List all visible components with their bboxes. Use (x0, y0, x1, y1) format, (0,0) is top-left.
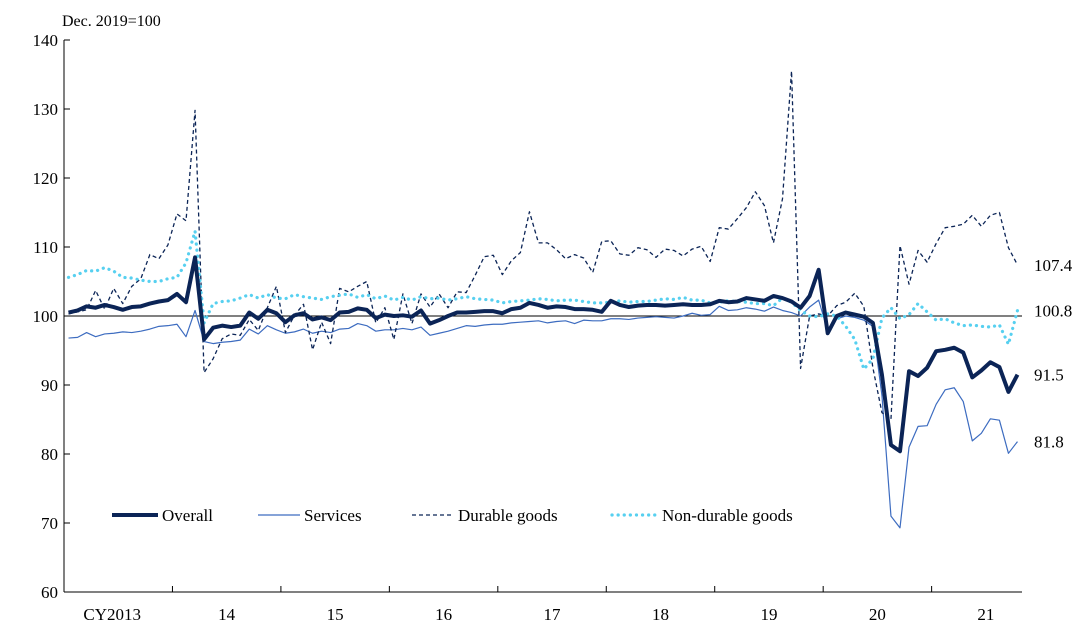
x-tick-label: 21 (977, 605, 994, 624)
legend-label-overall: Overall (162, 506, 213, 525)
x-tick-label: 18 (652, 605, 669, 624)
x-tick-label: 17 (544, 605, 562, 624)
x-tick-label: 16 (435, 605, 452, 624)
x-tick-label: 15 (327, 605, 344, 624)
legend-label-non-durable-goods: Non-durable goods (662, 506, 793, 525)
y-tick-label: 120 (33, 169, 59, 188)
end-value-label: 81.8 (1034, 433, 1064, 452)
y-tick-label: 80 (41, 445, 58, 464)
series-line-non-durable-goods (66, 229, 1020, 371)
end-value-label: 100.8 (1034, 301, 1072, 320)
legend-label-durable-goods: Durable goods (458, 506, 558, 525)
y-tick-label: 100 (33, 307, 59, 326)
unit-label: Dec. 2019=100 (62, 13, 161, 30)
y-tick-label: 110 (33, 238, 58, 257)
legend-label-services: Services (304, 506, 362, 525)
y-tick-label: 60 (41, 583, 58, 602)
x-tick-label: 14 (218, 605, 236, 624)
y-tick-label: 140 (33, 31, 59, 50)
series-layer (66, 70, 1020, 529)
series-line-overall (68, 255, 1020, 454)
end-labels: 107.4 100.8 91.5 81.8 (1034, 256, 1073, 452)
series-line-services (68, 299, 1018, 529)
end-value-label: 91.5 (1034, 366, 1064, 385)
x-tick-label: 19 (760, 605, 777, 624)
legend: Overall Services Durable goods Non-durable … (112, 506, 793, 525)
y-tick-label: 130 (33, 100, 59, 119)
x-tick-label: CY2013 (83, 605, 141, 624)
y-tick-label: 70 (41, 514, 58, 533)
axes: 60 70 80 90 100 110 120 130 140 CY2013 14 15 16 17 18 1… (33, 31, 1022, 624)
series-line-durable-goods (68, 70, 1019, 421)
y-tick-label: 90 (41, 376, 58, 395)
end-value-label: 107.4 (1034, 256, 1073, 275)
x-tick-label: 20 (869, 605, 886, 624)
